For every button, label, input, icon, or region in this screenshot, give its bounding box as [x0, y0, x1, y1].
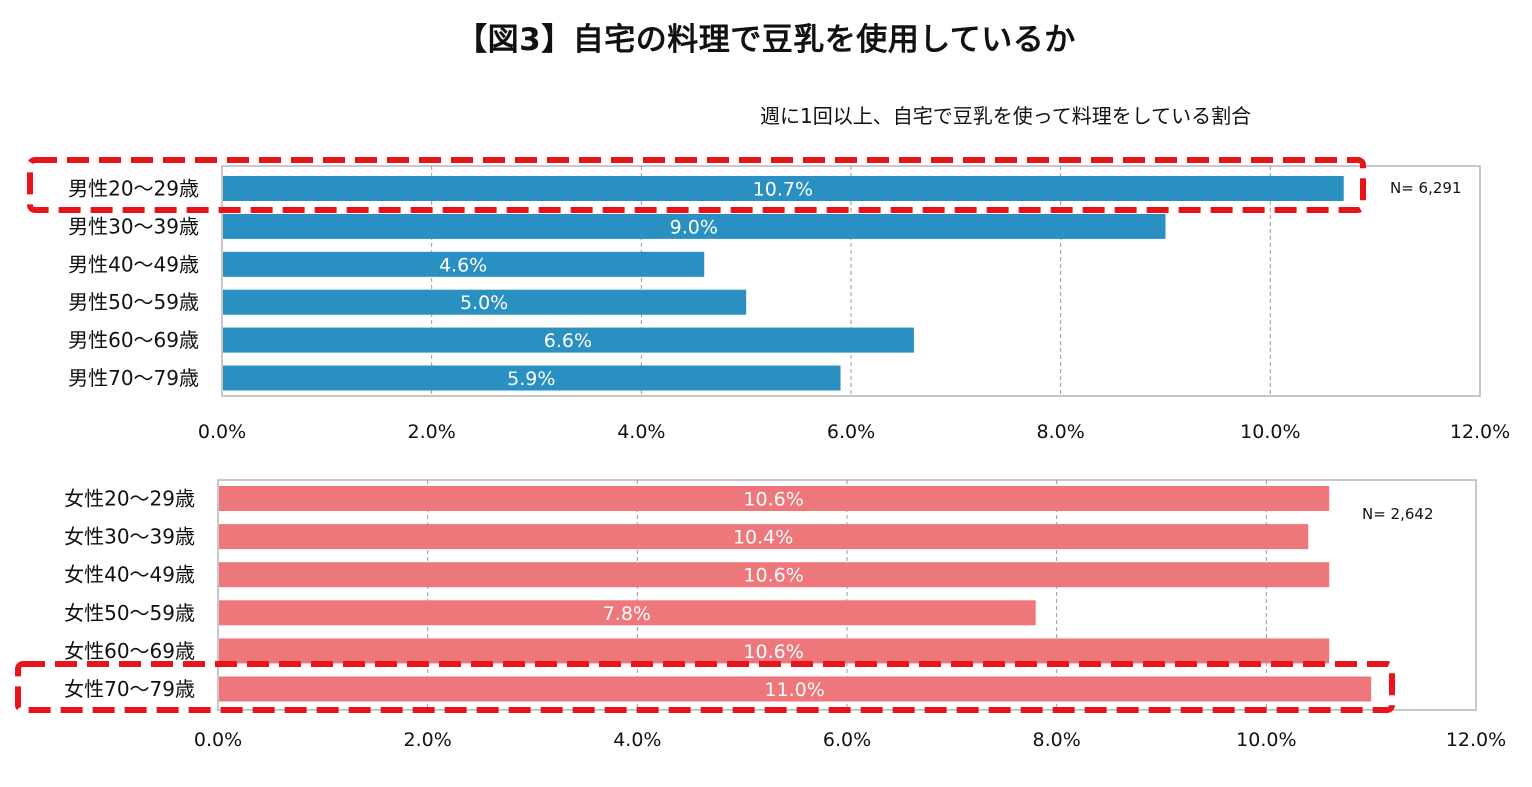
x-tick-label: 8.0% [1033, 729, 1081, 751]
chart-title: 【図3】自宅の料理で豆乳を使用しているか [456, 22, 1076, 58]
sample-size-label: N= 2,642 [1362, 505, 1434, 523]
data-label: 5.0% [460, 292, 508, 314]
x-tick-label: 6.0% [827, 421, 875, 443]
bar [219, 524, 1309, 550]
chart-subtitle: 週に1回以上、自宅で豆乳を使って料理をしている割合 [760, 104, 1252, 128]
x-tick-label: 4.0% [613, 729, 661, 751]
x-tick-label: 12.0% [1450, 421, 1510, 443]
bar [223, 176, 1344, 201]
data-label: 10.6% [743, 565, 803, 587]
bar [223, 251, 705, 277]
bar [223, 365, 841, 391]
x-tick-label: 6.0% [823, 729, 871, 751]
data-label: 10.7% [753, 179, 813, 201]
chart-panel-0: 0.0% 2.0% 4.0% 6.0% 8.0% 10.0% 12.0% 男性20～29歳 10… [27, 157, 1510, 443]
bar [223, 289, 747, 315]
bar [219, 562, 1330, 588]
category-label: 男性50～59歳 [68, 290, 199, 314]
category-label: 女性30～39歳 [64, 525, 195, 549]
chart-panel-1: 0.0% 2.0% 4.0% 6.0% 8.0% 10.0% 12.0% 女性20～29歳 10… [15, 479, 1506, 751]
x-tick-label: 2.0% [404, 729, 452, 751]
bar [223, 213, 1166, 239]
highlight-box [15, 661, 1395, 713]
category-label: 女性60～69歳 [64, 639, 195, 663]
bar [219, 638, 1330, 664]
x-tick-label: 2.0% [408, 421, 456, 443]
data-label: 10.4% [733, 527, 793, 549]
x-tick-label: 8.0% [1037, 421, 1085, 443]
sample-size-label: N= 6,291 [1390, 179, 1462, 197]
x-tick-label: 0.0% [194, 729, 242, 751]
category-label: 女性70～79歳 [64, 677, 195, 701]
category-label: 女性20～29歳 [64, 487, 195, 511]
category-label: 男性30～39歳 [68, 214, 199, 238]
x-tick-label: 4.0% [617, 421, 665, 443]
category-label: 男性70～79歳 [68, 366, 199, 390]
data-label: 5.9% [507, 368, 555, 390]
bar [219, 676, 1372, 702]
data-label: 10.6% [743, 641, 803, 663]
category-label: 男性20～29歳 [68, 177, 199, 201]
data-label: 10.6% [743, 489, 803, 511]
category-label: 女性50～59歳 [64, 601, 195, 625]
bar [219, 486, 1330, 511]
highlight-box [27, 157, 1366, 213]
x-tick-label: 12.0% [1446, 729, 1506, 751]
category-label: 男性60～69歳 [68, 328, 199, 352]
bar [223, 327, 914, 353]
x-tick-label: 0.0% [198, 421, 246, 443]
category-label: 女性40～49歳 [64, 563, 195, 587]
data-label: 9.0% [670, 216, 718, 238]
x-tick-label: 10.0% [1240, 421, 1300, 443]
bar [219, 600, 1036, 626]
x-tick-label: 10.0% [1236, 729, 1296, 751]
data-label: 11.0% [764, 679, 824, 701]
data-label: 7.8% [603, 603, 651, 625]
data-label: 6.6% [544, 330, 592, 352]
category-label: 男性40～49歳 [68, 252, 199, 276]
data-label: 4.6% [439, 254, 487, 276]
